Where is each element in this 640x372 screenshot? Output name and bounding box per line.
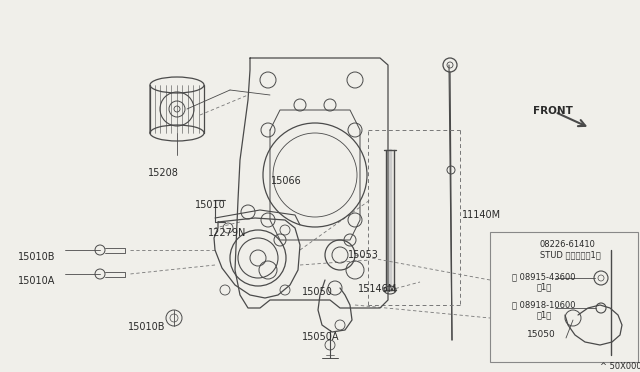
Bar xyxy=(490,232,638,362)
Text: 15010: 15010 xyxy=(195,200,226,210)
Text: Ⓜ 08915-43600: Ⓜ 08915-43600 xyxy=(512,272,575,281)
Text: 15050: 15050 xyxy=(302,287,333,297)
Text: FRONT: FRONT xyxy=(533,106,573,116)
Text: STUD スタッド（1）: STUD スタッド（1） xyxy=(540,250,601,259)
Text: 15010A: 15010A xyxy=(18,276,56,286)
Text: 11140M: 11140M xyxy=(462,210,501,220)
Text: 15208: 15208 xyxy=(148,168,179,178)
Text: 15146M: 15146M xyxy=(358,284,397,294)
Text: 15050A: 15050A xyxy=(302,332,339,342)
Text: 15010B: 15010B xyxy=(18,252,56,262)
Text: 12279N: 12279N xyxy=(208,228,246,238)
Text: ^ 50X0003: ^ 50X0003 xyxy=(600,362,640,371)
Text: （1）: （1） xyxy=(537,282,552,291)
Text: 15053: 15053 xyxy=(348,250,379,260)
Text: 15010B: 15010B xyxy=(128,322,166,332)
Text: Ⓝ 08918-10600: Ⓝ 08918-10600 xyxy=(512,300,575,309)
Text: 08226-61410: 08226-61410 xyxy=(540,240,596,249)
Text: 15066: 15066 xyxy=(271,176,301,186)
Text: 15050: 15050 xyxy=(527,330,556,339)
Text: （1）: （1） xyxy=(537,310,552,319)
